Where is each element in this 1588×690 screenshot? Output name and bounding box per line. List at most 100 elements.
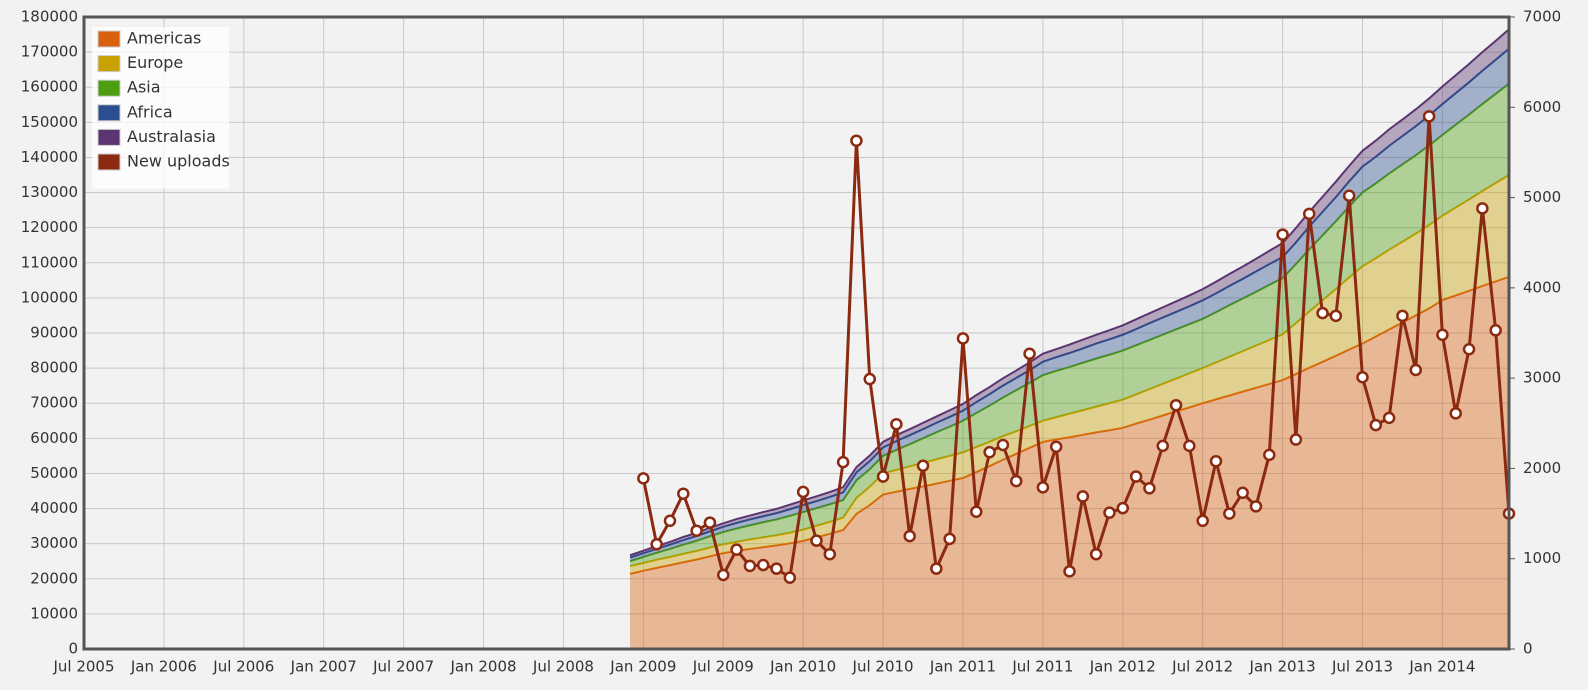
point [823, 547, 837, 561]
point [876, 470, 890, 483]
point [1289, 433, 1303, 446]
point [1103, 506, 1116, 519]
y-tick-label: 40000 [30, 499, 78, 517]
x-tick-label: Jul 2012 [1171, 658, 1233, 676]
y-tick-label: 150000 [21, 113, 78, 131]
x-tick-label: Jan 2014 [1408, 658, 1475, 676]
point [1076, 490, 1090, 503]
x-tick-label: Jan 2011 [929, 658, 996, 676]
point [1263, 448, 1276, 462]
point [1316, 306, 1329, 320]
legend-label: New uploads [127, 152, 230, 171]
point [690, 524, 703, 537]
x-tick-label: Jul 2010 [852, 658, 914, 676]
legend-label: Americas [127, 29, 201, 48]
point [1356, 370, 1369, 384]
point [970, 505, 983, 519]
point [1329, 309, 1343, 323]
point [1449, 407, 1462, 420]
y-tick-label: 30000 [30, 534, 78, 552]
y-tick-label: 60000 [30, 429, 78, 447]
point [1143, 482, 1156, 495]
point [1476, 202, 1489, 215]
legend-swatch [97, 55, 121, 73]
point [1036, 481, 1050, 494]
point [783, 571, 797, 584]
point [1023, 347, 1036, 361]
x-tick-label: Jan 2006 [130, 658, 197, 676]
point [1116, 501, 1130, 515]
area-line [629, 174, 1510, 568]
x-tick-label: Jan 2009 [609, 658, 676, 676]
y2-tick-label: 0 [1523, 640, 1533, 658]
legend-swatch [97, 128, 121, 146]
legend: Americas Europe Asia Africa Australasia New u… [92, 27, 230, 189]
y-tick-label: 0 [68, 640, 78, 658]
y-tick-label: 100000 [21, 288, 78, 306]
point [1169, 398, 1183, 412]
y2-tick-label: 4000 [1523, 278, 1561, 296]
point [890, 417, 903, 431]
point [1049, 440, 1063, 454]
area-line [629, 47, 1510, 559]
legend-label: Europe [127, 53, 183, 72]
point [1489, 324, 1502, 337]
point [756, 558, 770, 572]
point [863, 372, 876, 386]
point [1129, 470, 1143, 483]
y2-tick-label: 5000 [1523, 188, 1561, 206]
point [996, 438, 1010, 452]
y2-tick-label: 1000 [1523, 549, 1561, 567]
x-tick-label: Jan 2010 [769, 658, 836, 676]
y-tick-label: 110000 [21, 253, 78, 271]
y-tick-label: 170000 [21, 43, 78, 61]
y-tick-label: 80000 [30, 359, 78, 377]
point [1302, 207, 1316, 221]
y-tick-label: 10000 [30, 604, 78, 622]
point [677, 487, 690, 500]
legend-swatch [97, 104, 121, 122]
point [1396, 309, 1409, 323]
x-tick-label: Jan 2008 [449, 658, 516, 676]
area [630, 276, 1509, 649]
plot-frame [82, 15, 1511, 651]
point [1223, 507, 1236, 520]
y-tick-label: 90000 [30, 324, 78, 342]
y2-tick-label: 6000 [1523, 98, 1561, 116]
point [1089, 547, 1103, 561]
y-tick-label: 180000 [21, 8, 78, 26]
point [916, 459, 930, 472]
point [796, 485, 810, 499]
x-tick-label: Jan 2013 [1249, 658, 1316, 676]
y-tick-label: 70000 [30, 394, 78, 412]
legend-label: Asia [127, 78, 161, 97]
point [1342, 189, 1356, 203]
point [663, 514, 677, 528]
point [1063, 565, 1076, 578]
point [1009, 474, 1023, 488]
point [717, 568, 730, 582]
y-tick-label: 120000 [21, 218, 78, 236]
point [1196, 514, 1209, 528]
x-tick-label: Jul 2013 [1331, 658, 1393, 676]
point [1183, 439, 1196, 453]
y2-tick-label: 2000 [1523, 459, 1561, 477]
x-tick-label: Jul 2006 [212, 658, 274, 676]
point [1409, 363, 1423, 377]
area-line [629, 82, 1510, 563]
x-tick-label: Jul 2009 [692, 658, 754, 676]
y-tick-label: 50000 [30, 464, 78, 482]
x-tick-label: Jul 2007 [372, 658, 434, 676]
x-tick-label: Jul 2005 [52, 658, 114, 676]
legend-label: Australasia [127, 127, 216, 146]
x-tick-label: Jul 2008 [532, 658, 594, 676]
legend-label: Africa [127, 102, 173, 121]
y-tick-label: 160000 [21, 78, 78, 96]
point [850, 134, 863, 147]
point [730, 543, 743, 556]
x-tick-label: Jan 2012 [1089, 658, 1156, 676]
point [1422, 110, 1436, 123]
point [770, 562, 783, 575]
point [1249, 500, 1263, 513]
point [1236, 486, 1249, 500]
